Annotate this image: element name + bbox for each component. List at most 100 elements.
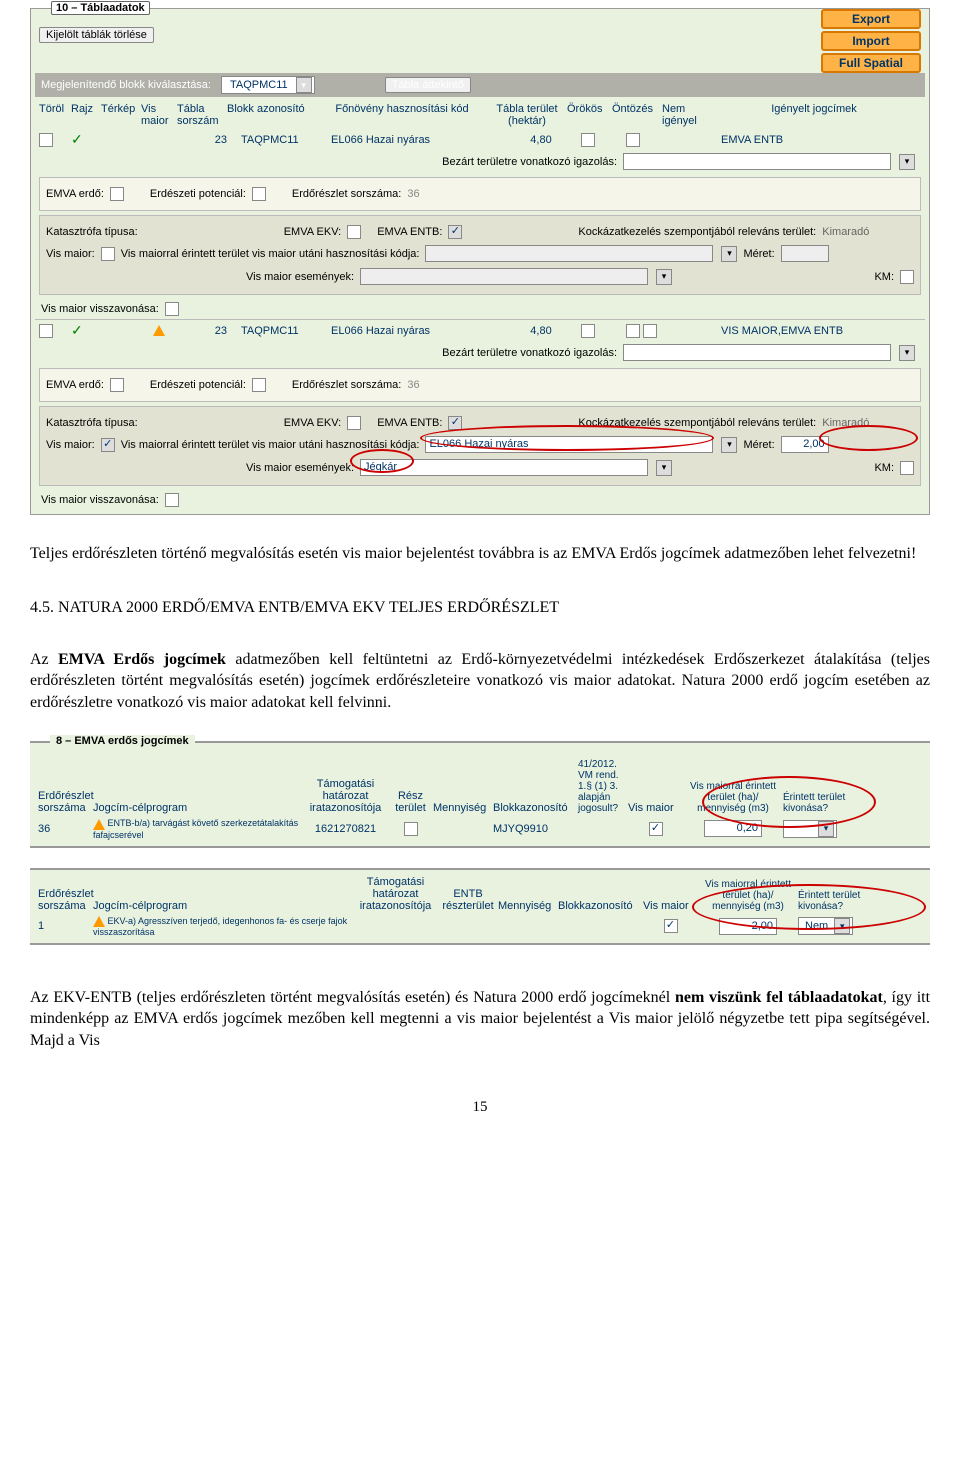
- vismaior-vissza-checkbox[interactable]: [165, 302, 179, 316]
- meret-input[interactable]: [781, 245, 829, 262]
- table-row-2: ✓ 23 TAQPMC11 EL066 Hazai nyáras 4,80 VI…: [35, 319, 925, 510]
- full-spatial-button[interactable]: Full Spatial: [821, 53, 921, 73]
- katasztrofa-label: Katasztrófa típusa:: [46, 417, 138, 429]
- kivonas-combo[interactable]: Nem▾: [798, 917, 853, 935]
- erdoreszlet-value: 36: [407, 188, 419, 200]
- hdr-terulet-1: Tábla terület: [487, 103, 567, 115]
- bezart-input[interactable]: [623, 344, 891, 361]
- emva-subpanel-2: EMVA erdő: Erdészeti potenciál: Erdőrész…: [39, 368, 921, 402]
- ontozes-checkbox[interactable]: [626, 133, 640, 147]
- km-checkbox[interactable]: [900, 461, 914, 475]
- meret-input[interactable]: 2,00: [781, 436, 829, 453]
- emva-entb-label: EMVA ENTB:: [377, 226, 442, 238]
- emva-entb-checkbox[interactable]: [448, 416, 462, 430]
- chevron-down-icon[interactable]: ▾: [899, 154, 915, 170]
- chevron-down-icon[interactable]: ▾: [656, 269, 672, 285]
- emva-ekv-checkbox[interactable]: [347, 416, 361, 430]
- block-select-value: TAQPMC11: [224, 79, 294, 91]
- block-select-combo[interactable]: TAQPMC11 ▾: [221, 76, 315, 94]
- chevron-down-icon[interactable]: ▾: [721, 246, 737, 262]
- emva-erdo-checkbox[interactable]: [110, 378, 124, 392]
- kockazat-label: Kockázatkezelés szempontjából releváns t…: [578, 417, 816, 429]
- row1-sorszam: 23: [177, 134, 241, 146]
- page-number: 15: [0, 1079, 960, 1126]
- vismaior-vissza-checkbox[interactable]: [165, 493, 179, 507]
- hdr-orokos: Örökös: [567, 103, 612, 127]
- vismaior-checkbox[interactable]: [664, 919, 678, 933]
- table-overview-button[interactable]: Tábla áttekintő: [385, 77, 471, 93]
- meret-label: Méret:: [743, 248, 774, 260]
- emva-erdo-checkbox[interactable]: [110, 187, 124, 201]
- import-button[interactable]: Import: [821, 31, 921, 51]
- vismaior-checkbox[interactable]: [101, 438, 115, 452]
- vismaior-checkbox[interactable]: [649, 822, 663, 836]
- nemigenyel-checkbox[interactable]: [643, 324, 657, 338]
- erintett-input[interactable]: 2,00: [719, 918, 777, 935]
- hdr-fonovenykod: Főnövény hasznosítási kód: [317, 103, 487, 127]
- km-checkbox[interactable]: [900, 270, 914, 284]
- rajz-check-icon: ✓: [71, 131, 101, 148]
- hdr-vismaior-2: maior: [141, 115, 177, 127]
- spatial-buttons: Export Import Full Spatial: [821, 9, 921, 73]
- kockazat-value: Kimaradó: [822, 226, 869, 238]
- row1-fonovenykod: EL066 Hazai nyáras: [331, 134, 501, 146]
- row2-blokk: TAQPMC11: [241, 325, 331, 337]
- delete-selected-button[interactable]: Kijelölt táblák törlése: [39, 27, 154, 43]
- delete-checkbox[interactable]: [39, 324, 53, 338]
- ontozes-checkbox[interactable]: [626, 324, 640, 338]
- emva-entb-label: EMVA ENTB:: [377, 417, 442, 429]
- body-text-1: Teljes erdőrészleten történő megvalósítá…: [0, 531, 960, 577]
- vismaior-esem-label: Vis maior események:: [246, 271, 354, 283]
- erintett-input[interactable]: 0,20: [704, 820, 762, 837]
- erdeszeti-potencial-checkbox[interactable]: [252, 187, 266, 201]
- row1-terulet: 4,80: [501, 134, 581, 146]
- emva-ekv-label: EMVA EKV:: [284, 226, 341, 238]
- kockazat-value: Kimaradó: [822, 417, 869, 429]
- emva-ekv-label: EMVA EKV:: [284, 417, 341, 429]
- km-label: KM:: [874, 462, 894, 474]
- erintett-kod-input[interactable]: EL066 Hazai nyáras: [425, 436, 713, 453]
- hdr-blokk: Blokk azonosító: [227, 103, 317, 127]
- katasztrofa-subpanel-1: Katasztrófa típusa: EMVA EKV: EMVA ENTB:…: [39, 215, 921, 295]
- chevron-down-icon: ▾: [296, 77, 312, 93]
- warning-icon: [153, 325, 165, 336]
- bezart-label: Bezárt területre vonatkozó igazolás:: [442, 347, 617, 359]
- emva-ekv-checkbox[interactable]: [347, 225, 361, 239]
- hdr-terkep: Térkép: [101, 103, 141, 127]
- row2-terulet: 4,80: [501, 325, 581, 337]
- hdr-rajz: Rajz: [71, 103, 101, 127]
- emva-entb-checkbox[interactable]: [448, 225, 462, 239]
- panel10-title: 10 – Táblaadatok: [51, 1, 150, 15]
- row2-sorszam: 23: [177, 325, 241, 337]
- bezart-label: Bezárt területre vonatkozó igazolás:: [442, 156, 617, 168]
- chevron-down-icon[interactable]: ▾: [899, 345, 915, 361]
- esemeny-input[interactable]: Jégkár: [360, 459, 648, 476]
- erdeszeti-potencial-label: Erdészeti potenciál:: [150, 188, 246, 200]
- delete-checkbox[interactable]: [39, 133, 53, 147]
- vismaior-vissza-label: Vis maior visszavonása:: [41, 303, 159, 315]
- esemeny-input[interactable]: [360, 268, 648, 285]
- orokos-checkbox[interactable]: [581, 324, 595, 338]
- erdoreszlet-value: 36: [407, 379, 419, 391]
- orokos-checkbox[interactable]: [581, 133, 595, 147]
- katasztrofa-subpanel-2: Katasztrófa típusa: EMVA EKV: EMVA ENTB:…: [39, 406, 921, 486]
- vismaior-label: Vis maior:: [46, 439, 95, 451]
- body-text-2: Az EMVA Erdős jogcímek adatmezőben kell …: [0, 637, 960, 726]
- erintett-kod-input[interactable]: [425, 245, 713, 262]
- reszterulet-checkbox[interactable]: [404, 822, 418, 836]
- rajz-check-icon: ✓: [71, 322, 101, 339]
- row2-jogcimek: VIS MAIOR,EMVA ENTB: [721, 325, 921, 337]
- row1-blokk: TAQPMC11: [241, 134, 331, 146]
- erdeszeti-potencial-checkbox[interactable]: [252, 378, 266, 392]
- export-button[interactable]: Export: [821, 9, 921, 29]
- panel8b-row: 1 EKV-a) Agresszíven terjedő, idegenhono…: [34, 914, 926, 939]
- chevron-down-icon: ▾: [834, 918, 850, 934]
- warning-icon: [93, 916, 105, 927]
- kivonas-combo[interactable]: ▾: [783, 820, 837, 838]
- chevron-down-icon[interactable]: ▾: [721, 437, 737, 453]
- vismaior-checkbox[interactable]: [101, 247, 115, 261]
- hdr-nemigenyel-1: Nem: [662, 103, 707, 115]
- bezart-input[interactable]: [623, 153, 891, 170]
- chevron-down-icon[interactable]: ▾: [656, 460, 672, 476]
- km-label: KM:: [874, 271, 894, 283]
